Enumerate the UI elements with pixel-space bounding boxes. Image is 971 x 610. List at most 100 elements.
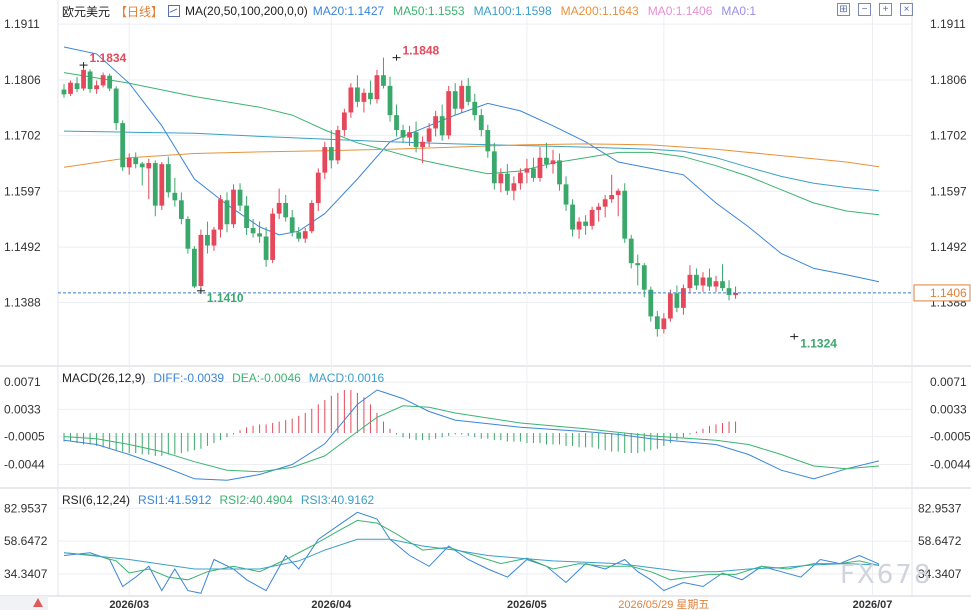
candle-body <box>465 85 471 102</box>
candle-body <box>348 87 354 113</box>
rsi-tick-right: 58.6472 <box>918 534 962 548</box>
macd-header: MACD(26,12,9) DIFF:-0.0039 DEA:-0.0046 M… <box>62 370 384 386</box>
candle-body <box>713 281 719 287</box>
ma-line-ma50 <box>63 72 880 216</box>
candle-body <box>472 101 478 116</box>
candle-body <box>681 288 686 308</box>
minus-icon[interactable]: − <box>858 3 871 16</box>
candle-body <box>224 200 230 225</box>
panel-controls: ⊞ − + × <box>837 3 913 16</box>
price-tick-left: 1.1911 <box>4 17 40 31</box>
candle-body <box>648 289 654 317</box>
macd-tick-left: -0.0005 <box>4 430 45 444</box>
ma-value-0: MA20:1.1427 <box>312 4 385 18</box>
close-icon[interactable]: × <box>900 3 913 16</box>
candle-body <box>165 164 171 193</box>
candle-body <box>381 75 386 86</box>
rsi-tick-right: 34.3407 <box>918 567 962 581</box>
plus-icon[interactable]: + <box>879 3 892 16</box>
price-tick-left: 1.1806 <box>4 73 41 87</box>
candle-body <box>420 141 425 148</box>
candle-body <box>609 194 615 200</box>
price-tick-left: 1.1597 <box>4 184 41 198</box>
candle-body <box>257 233 262 237</box>
candle-body <box>387 85 393 116</box>
macd-tick-left: 0.0033 <box>4 402 41 416</box>
candle-body <box>100 75 106 86</box>
candle-body <box>687 274 693 289</box>
candle-body <box>211 229 217 246</box>
ma-line-ma200 <box>63 143 880 168</box>
macd-diff-line <box>63 389 880 481</box>
rsi-tick-left: 34.3407 <box>4 567 48 581</box>
macd-tick-left: 0.0071 <box>4 375 41 389</box>
candle-body <box>491 151 497 184</box>
candle-body <box>550 160 556 165</box>
period-label[interactable]: 【日线】 <box>115 4 164 19</box>
candle-body <box>270 213 276 260</box>
candle-body <box>707 277 712 287</box>
rsi-label[interactable]: RSI(6,12,24) <box>62 493 131 507</box>
candle-body <box>283 202 289 218</box>
candle-body <box>459 85 465 109</box>
candle-body <box>68 82 73 94</box>
candle-body <box>576 221 582 230</box>
candle-body <box>289 217 295 233</box>
ma-value-3: MA200:1.1643 <box>560 4 639 18</box>
candle-body <box>439 116 445 136</box>
indicator-icon[interactable] <box>168 5 181 17</box>
ma-values: MA20:1.1427 MA50:1.1553 MA100:1.1598 MA200:… <box>313 4 756 18</box>
macd-hist-value: MACD:0.0016 <box>308 371 385 385</box>
candle-body <box>133 157 139 165</box>
rsi-header: RSI(6,12,24) RSI1:41.5912 RSI2:40.4904 R… <box>62 492 374 508</box>
candle-body <box>159 164 165 206</box>
price-tick-left: 1.1388 <box>4 296 41 310</box>
candle-body <box>231 189 236 225</box>
candle-body <box>61 89 67 95</box>
rsi2-line <box>63 519 880 581</box>
candle-body <box>485 130 491 152</box>
price-tick-right: 1.1492 <box>930 240 967 254</box>
candle-body <box>726 288 732 296</box>
candle-body <box>570 204 575 230</box>
corner-box <box>0 596 48 610</box>
candle-body <box>413 132 419 148</box>
macd-dea-line <box>63 405 880 473</box>
ma-value-5: MA0:1 <box>721 4 757 18</box>
macd-tick-right: 0.0033 <box>930 402 967 416</box>
candle-body <box>654 316 660 330</box>
candle-body <box>309 202 315 232</box>
macd-tick-right: 0.0071 <box>930 375 967 389</box>
price-tick-right: 1.1911 <box>930 17 966 31</box>
candle-body <box>518 172 523 184</box>
candle-body <box>452 91 458 109</box>
candle-body <box>237 189 243 206</box>
ma-params[interactable]: MA(20,50,100,200,0,0) <box>185 4 308 18</box>
candle-body <box>185 218 191 249</box>
candle-body <box>622 190 628 239</box>
up-arrow-icon[interactable] <box>33 598 43 607</box>
main-header: 欧元美元 【日线】 MA(20,50,100,200,0,0) MA20:1.1… <box>62 3 756 19</box>
ma-value-1: MA50:1.1553 <box>393 4 465 18</box>
candle-body <box>139 163 145 168</box>
macd-label[interactable]: MACD(26,12,9) <box>62 371 146 385</box>
candle-body <box>198 234 204 287</box>
rsi1-line <box>63 511 880 594</box>
candle-body <box>205 234 210 246</box>
candle-body <box>263 236 269 260</box>
candle-body <box>615 190 621 195</box>
expand-icon[interactable]: ⊞ <box>837 3 850 16</box>
price-tick-right: 1.1702 <box>930 128 967 142</box>
candle-body <box>661 318 667 330</box>
candle-body <box>635 263 641 266</box>
candle-body <box>341 112 347 131</box>
rsi-tick-right: 82.9537 <box>918 501 962 515</box>
candle-body <box>407 132 412 138</box>
candle-body <box>524 168 530 173</box>
ma-value-2: MA100:1.1598 <box>473 4 552 18</box>
rsi3-value: RSI3:40.9162 <box>300 493 375 507</box>
candle-body <box>355 87 360 102</box>
candle-body <box>504 173 510 191</box>
